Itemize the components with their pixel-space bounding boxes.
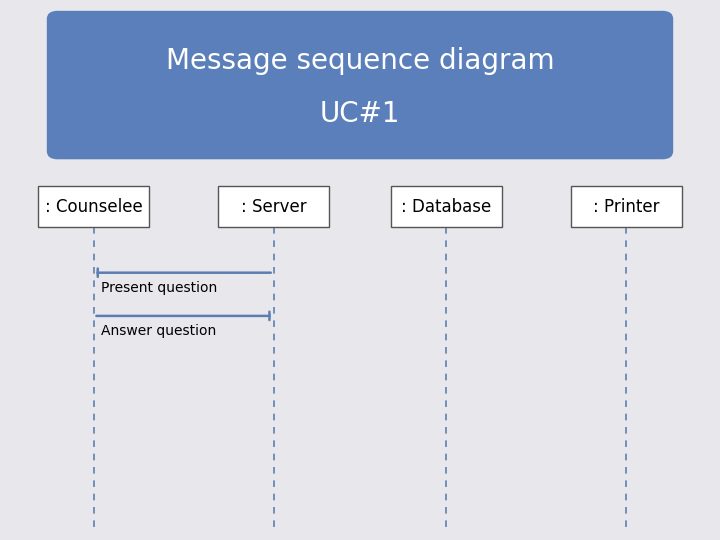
Text: Present question: Present question bbox=[101, 281, 217, 295]
FancyBboxPatch shape bbox=[571, 186, 683, 227]
Text: Message sequence diagram: Message sequence diagram bbox=[166, 47, 554, 75]
Text: Answer question: Answer question bbox=[101, 324, 216, 338]
FancyBboxPatch shape bbox=[390, 186, 503, 227]
Text: : Counselee: : Counselee bbox=[45, 198, 143, 215]
Text: : Server: : Server bbox=[240, 198, 307, 215]
FancyBboxPatch shape bbox=[47, 11, 673, 159]
Text: UC#1: UC#1 bbox=[320, 100, 400, 128]
Text: : Database: : Database bbox=[401, 198, 492, 215]
FancyBboxPatch shape bbox=[38, 186, 150, 227]
FancyBboxPatch shape bbox=[217, 186, 330, 227]
Text: : Printer: : Printer bbox=[593, 198, 660, 215]
